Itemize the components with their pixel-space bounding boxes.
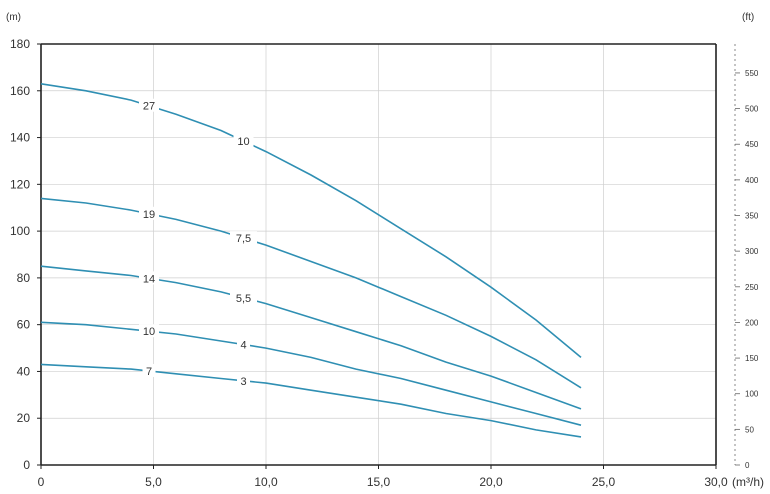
- curve-label-background: [230, 231, 257, 245]
- curve-label: 4: [240, 340, 246, 352]
- pump-curve: [40, 197, 582, 389]
- curve-label: 7: [146, 366, 152, 378]
- x-tick-label: 10,0: [254, 475, 278, 489]
- y2-tick-label: 50: [745, 425, 754, 434]
- curve-label: 3: [240, 376, 246, 388]
- x-tick-label: 15,0: [367, 475, 391, 489]
- curve-label: 10: [143, 326, 155, 338]
- x-tick-labels: 0 5,0 10,0 15,0 20,0 25,0 30,0: [38, 465, 728, 489]
- y2-tick-label: 400: [745, 176, 759, 185]
- y2-tick-label: 100: [745, 390, 759, 399]
- curve-label-background: [139, 98, 159, 112]
- x-tick-label: 25,0: [592, 475, 616, 489]
- y-tick-label: 180: [10, 37, 30, 51]
- curve-label-background: [139, 271, 159, 285]
- y2-tick-label: 550: [745, 69, 759, 78]
- y2-tick-label: 450: [745, 140, 759, 149]
- curve-label-background: [237, 337, 250, 351]
- x-unit: (m³/h): [732, 475, 764, 489]
- y2-tick-label: 300: [745, 247, 759, 256]
- y-unit-right: (ft): [742, 12, 754, 23]
- curve-label: 19: [143, 209, 155, 221]
- x-tick-label: 20,0: [479, 475, 503, 489]
- curve-label-background: [142, 363, 156, 377]
- curve-label: 14: [143, 273, 155, 285]
- y-tick-label: 20: [17, 411, 31, 425]
- y-unit-left: (m): [6, 12, 21, 23]
- y-tick-labels: 0 20 40 60 80 100 120 140 160 180: [10, 37, 41, 472]
- y2-tick-labels: 0 50 100 150 200 250 300 350 400 450 500 550: [735, 69, 759, 470]
- curve-label: 5,5: [236, 293, 251, 305]
- y2-tick-label: 200: [745, 318, 759, 327]
- x-tick-label: 30,0: [704, 475, 728, 489]
- x-tick-label: 0: [38, 475, 45, 489]
- pump-curve: [40, 321, 582, 426]
- y-tick-label: 60: [17, 318, 31, 332]
- y-tick-label: 160: [10, 84, 30, 98]
- y2-tick-label: 500: [745, 105, 759, 114]
- y-tick-label: 140: [10, 131, 30, 145]
- curve-label-background: [139, 324, 159, 338]
- curve-label-background: [139, 206, 159, 220]
- y-tick-label: 80: [17, 271, 31, 285]
- curve-label-background: [237, 373, 250, 387]
- pump-curve: [40, 265, 582, 410]
- pump-curve: [40, 83, 582, 359]
- y-tick-label: 120: [10, 177, 30, 191]
- curve-label: 27: [143, 101, 155, 113]
- curve-label-background: [230, 290, 257, 304]
- y-tick-label: 100: [10, 224, 30, 238]
- y-tick-label: 0: [23, 458, 30, 472]
- y2-tick-label: 150: [745, 354, 759, 363]
- y2-tick-label: 350: [745, 212, 759, 221]
- y2-tick-label: 250: [745, 283, 759, 292]
- x-tick-label: 5,0: [145, 475, 162, 489]
- pump-curve: [40, 363, 582, 438]
- curve-label-background: [233, 134, 254, 148]
- y-tick-label: 40: [17, 364, 31, 378]
- curve-label: 10: [237, 136, 249, 148]
- curves: 27 10 19 7,5 14 5,5 10 4 7 3: [40, 83, 582, 438]
- curve-label: 7,5: [236, 233, 251, 245]
- y2-tick-label: 0: [745, 461, 750, 470]
